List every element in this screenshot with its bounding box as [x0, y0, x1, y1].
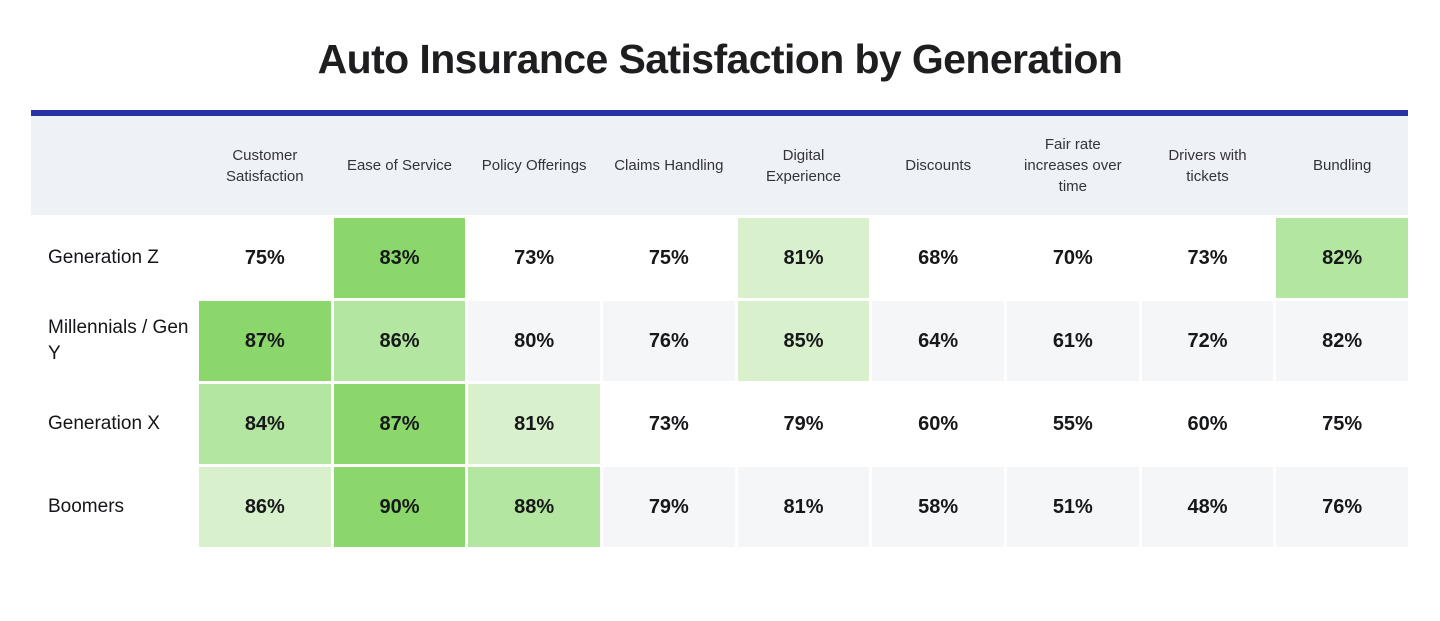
- value-cell: 82%: [1276, 301, 1408, 381]
- value-cell: 87%: [199, 301, 331, 381]
- value-cell: 86%: [199, 467, 331, 547]
- value-cell: 83%: [333, 218, 466, 298]
- value-cell: 55%: [1007, 384, 1139, 464]
- value-cell: 81%: [468, 384, 600, 464]
- column-header: Claims Handling: [614, 157, 724, 174]
- value-cell: 75%: [199, 218, 331, 298]
- column-header: Drivers with tickets: [1168, 146, 1247, 185]
- table-row: Generation Z 75% 83% 73% 75% 81% 68% 70% 73% 82%: [31, 218, 1408, 298]
- value-cell: 60%: [872, 384, 1004, 464]
- value-cell: 81%: [737, 467, 870, 547]
- value-cell: 73%: [1141, 218, 1274, 298]
- value-cell: 64%: [872, 301, 1004, 381]
- table-header-row: Customer Satisfaction Ease of Service Poli…: [31, 116, 1408, 215]
- column-header: Bundling: [1312, 157, 1372, 174]
- value-cell: 84%: [199, 384, 331, 464]
- value-cell: 81%: [737, 218, 870, 298]
- value-cell: 76%: [603, 301, 735, 381]
- row-label: Generation X: [31, 384, 196, 464]
- column-header: Policy Offerings: [481, 157, 587, 174]
- row-label: Millennials / Gen Y: [31, 301, 196, 381]
- table-row: Millennials / Gen Y 87% 86% 80% 76% 85% 64% 61%…: [31, 301, 1408, 381]
- value-cell: 90%: [333, 467, 466, 547]
- value-cell: 61%: [1007, 301, 1139, 381]
- column-header: Discounts: [905, 157, 972, 174]
- value-cell: 72%: [1141, 301, 1274, 381]
- value-cell: 58%: [872, 467, 1004, 547]
- value-cell: 75%: [603, 218, 735, 298]
- value-cell: 70%: [1007, 218, 1139, 298]
- value-cell: 75%: [1276, 384, 1408, 464]
- value-cell: 51%: [1007, 467, 1139, 547]
- row-label: Generation Z: [31, 218, 196, 298]
- table-row: Generation X 84% 87% 81% 73% 79% 60% 55% 60% 75%: [31, 384, 1408, 464]
- row-label: Boomers: [31, 467, 196, 547]
- column-header: Ease of Service: [346, 157, 453, 174]
- value-cell: 87%: [333, 384, 466, 464]
- value-cell: 82%: [1276, 218, 1408, 298]
- value-cell: 68%: [872, 218, 1004, 298]
- value-cell: 79%: [603, 467, 735, 547]
- table-row: Boomers 86% 90% 88% 79% 81% 58% 51% 48% 76%: [31, 467, 1408, 547]
- page-title: Auto Insurance Satisfaction by Generatio…: [317, 36, 1123, 82]
- value-cell: 88%: [468, 467, 600, 547]
- table-body: Generation Z 75% 83% 73% 75% 81% 68% 70% 73% 82% M…: [31, 218, 1408, 547]
- value-cell: 79%: [737, 384, 870, 464]
- value-cell: 85%: [737, 301, 870, 381]
- value-cell: 86%: [333, 301, 466, 381]
- value-cell: 80%: [468, 301, 600, 381]
- value-cell: 73%: [603, 384, 735, 464]
- column-header: Digital Experience: [765, 146, 842, 185]
- column-header: Customer Satisfaction: [226, 146, 304, 185]
- value-cell: 60%: [1141, 384, 1274, 464]
- value-cell: 73%: [468, 218, 600, 298]
- value-cell: 48%: [1141, 467, 1274, 547]
- satisfaction-heatmap-table: Customer Satisfaction Ease of Service Poli…: [31, 110, 1408, 547]
- column-header: Fair rate increases over time: [1024, 136, 1122, 195]
- value-cell: 76%: [1276, 467, 1408, 547]
